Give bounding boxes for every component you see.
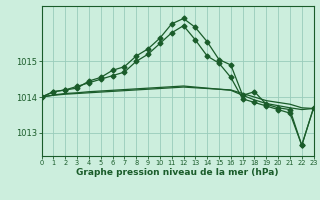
X-axis label: Graphe pression niveau de la mer (hPa): Graphe pression niveau de la mer (hPa) [76,168,279,177]
